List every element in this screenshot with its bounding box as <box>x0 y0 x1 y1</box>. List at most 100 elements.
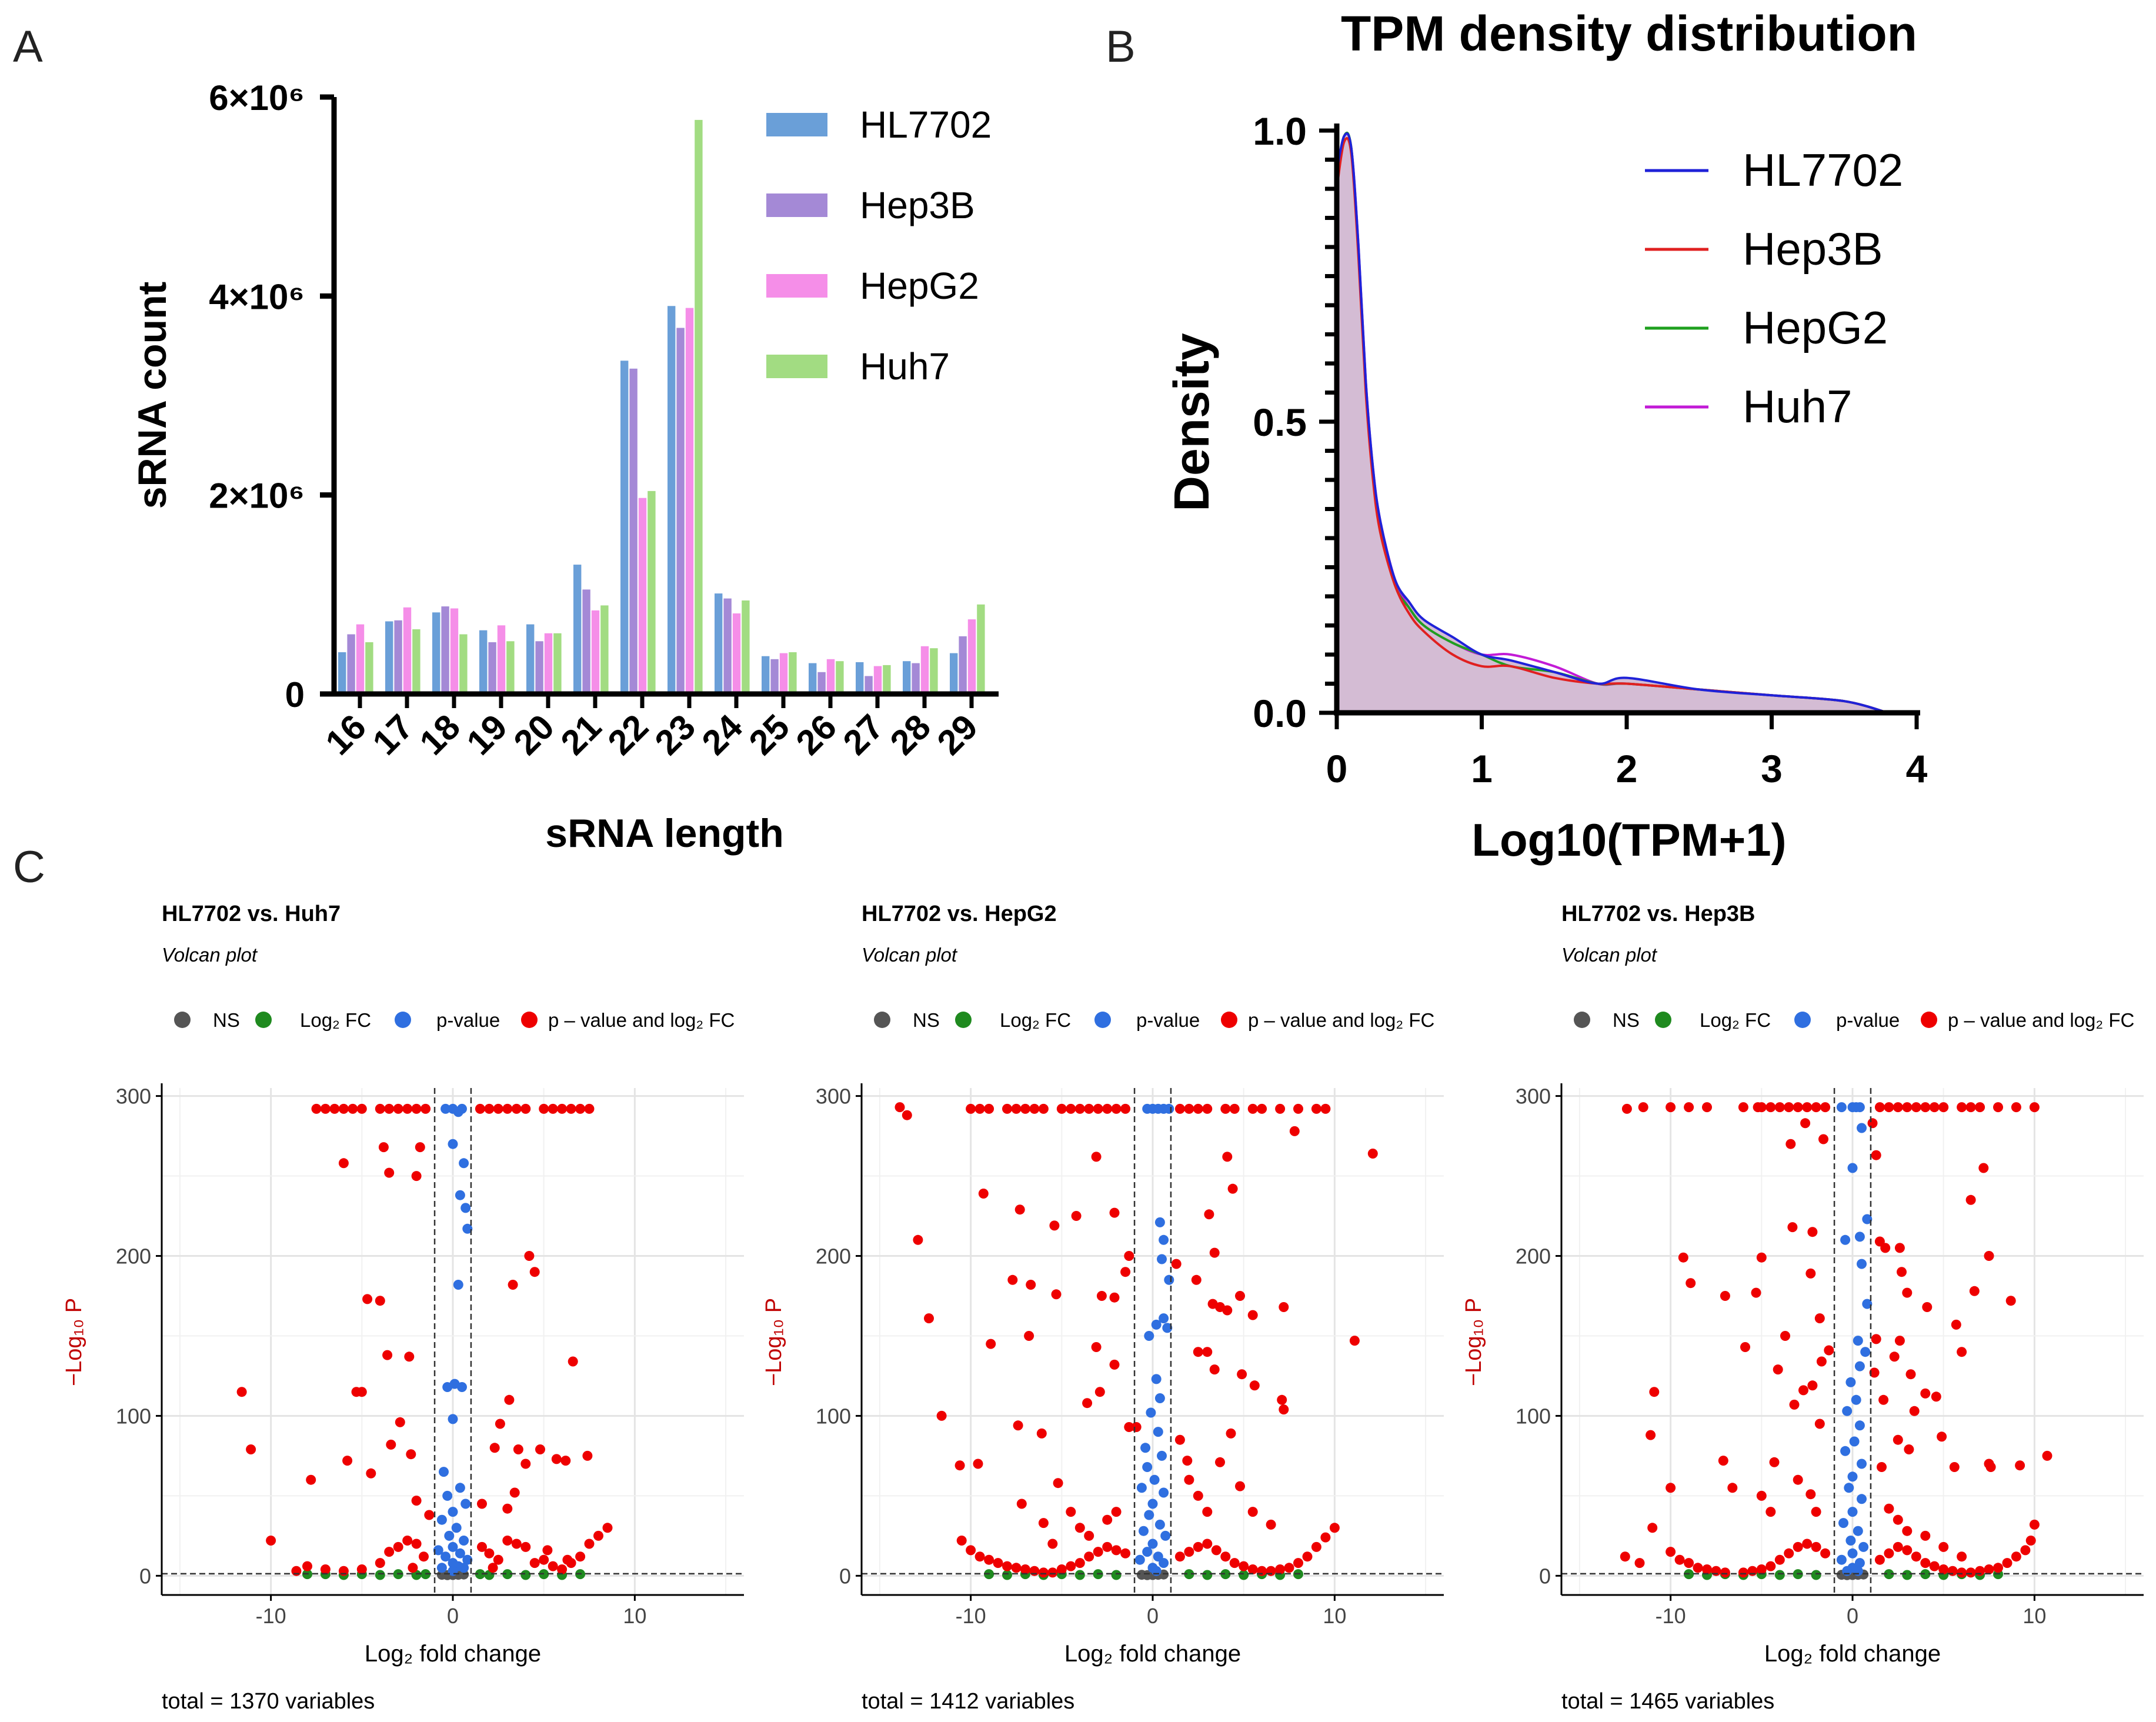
volcano-point-both <box>582 1450 593 1461</box>
legend-label-HL7702: HL7702 <box>860 104 992 146</box>
volcano-point-both <box>2029 1519 2040 1530</box>
volcano-point-both <box>1102 1514 1113 1525</box>
volcano-point-both <box>1293 1103 1303 1114</box>
volcano-point-pval <box>460 1499 471 1509</box>
volcano-point-pval <box>1134 1554 1145 1565</box>
volcano-point-both <box>593 1530 603 1541</box>
volcano-point-both <box>1249 1380 1260 1391</box>
volcano-point-both <box>1929 1561 1940 1571</box>
volcano-point-both <box>302 1561 312 1571</box>
volcano-point-both <box>484 1103 495 1114</box>
volcano-point-both <box>973 1459 983 1469</box>
volcano-caption: total = 1412 variables <box>862 1689 1074 1714</box>
volcano-point-both <box>1780 1331 1790 1341</box>
volcano-point-both <box>1016 1499 1027 1509</box>
volcano-point-both <box>495 1419 505 1429</box>
volcano-point-both <box>1056 1103 1067 1114</box>
volcano-point-both <box>504 1394 515 1405</box>
volcano-point-pval <box>1847 1163 1858 1173</box>
volcano-point-pval <box>1840 1446 1851 1456</box>
volcano-title: HL7702 vs. Huh7 <box>162 902 341 926</box>
volcano-point-both <box>913 1234 923 1245</box>
volcano-point-both <box>509 1487 520 1498</box>
volcano-point-both <box>1247 1564 1258 1574</box>
volcano-point-both <box>1878 1394 1889 1405</box>
volcano-point-pval <box>1857 1459 1867 1469</box>
volcano-point-both <box>420 1103 431 1114</box>
volcano-point-pval <box>1146 1407 1156 1418</box>
volcano-title: HL7702 vs. Hep3B <box>1561 902 1755 926</box>
volcano-point-pval <box>1164 1274 1174 1285</box>
volcano-point-pval <box>459 1158 469 1169</box>
volcano-point-both <box>1191 1274 1202 1285</box>
bar-HepG2-21 <box>591 610 600 694</box>
volcano-point-both <box>1802 1102 1813 1113</box>
volcano-point-both <box>1765 1507 1776 1517</box>
volcano-x-title: Log₂ fold change <box>1064 1641 1241 1667</box>
volcano-point-pval <box>1139 1526 1149 1536</box>
volcano-point-both <box>1277 1394 1287 1405</box>
volcano-point-pval <box>451 1523 462 1533</box>
volcano-point-both <box>1038 1103 1049 1114</box>
volcano-point-both <box>974 1551 985 1562</box>
volcano-point-pval <box>1162 1323 1173 1333</box>
volcano-point-both <box>1889 1351 1900 1362</box>
volcano-subtitle: Volcan plot <box>862 944 958 966</box>
volcano-point-both <box>1209 1364 1220 1375</box>
volcano-point-pval <box>459 1563 469 1573</box>
volcano-legend-label-both: p – value and log₂ FC <box>1248 1009 1434 1031</box>
volcano-point-both <box>338 1566 349 1576</box>
volcano-point-both <box>1649 1387 1660 1397</box>
volcano-y-title: −Log₁₀ P <box>762 1298 786 1386</box>
volcano-point-both <box>1902 1526 1913 1536</box>
volcano-point-both <box>306 1474 316 1485</box>
volcano-point-both <box>1279 1404 1289 1415</box>
volcano-point-both <box>1222 1152 1233 1162</box>
volcano-point-both <box>1047 1539 1058 1549</box>
volcano-point-both <box>1235 1291 1245 1301</box>
volcano-point-both <box>1131 1422 1142 1432</box>
volcano-point-both <box>1235 1481 1245 1491</box>
bar-HL7702-23 <box>668 306 676 695</box>
volcano-point-pval <box>1845 1377 1856 1387</box>
volcano-point-pval <box>442 1382 453 1392</box>
volcano-point-both <box>966 1103 976 1114</box>
volcano-point-pval <box>436 1563 447 1573</box>
volcano-point-both <box>1922 1302 1933 1312</box>
density-chart-x-ticks: 0 1 2 3 4 <box>1326 713 1928 790</box>
volcano-point-pval <box>1142 1103 1153 1114</box>
volcano-point-both <box>1978 1163 1989 1173</box>
volcano-y-tick-label: 200 <box>1516 1244 1551 1269</box>
volcano-point-both <box>1666 1483 1676 1493</box>
volcano-point-both <box>1102 1541 1113 1552</box>
bar-Huh7-27 <box>883 665 891 694</box>
volcano-point-both <box>1174 1434 1185 1445</box>
density-x-tick-label: 3 <box>1761 747 1783 790</box>
volcano-point-both <box>1320 1103 1331 1114</box>
volcano-point-both <box>266 1536 276 1546</box>
bar-Hep3B-18 <box>441 606 449 694</box>
bar-Huh7-25 <box>789 652 797 694</box>
volcano-point-pval <box>455 1483 465 1493</box>
volcano-x-tick-label: -10 <box>956 1604 986 1628</box>
volcano-point-pval <box>1860 1347 1871 1357</box>
volcano-point-both <box>1051 1289 1062 1300</box>
volcano-point-pval <box>1142 1547 1153 1557</box>
volcano-point-both <box>1784 1548 1794 1559</box>
bar-HL7702-26 <box>809 663 817 694</box>
volcano-point-pval <box>1149 1474 1160 1485</box>
volcano-subtitle: Volcan plot <box>162 944 258 966</box>
volcano-x-tick-label: 0 <box>1147 1604 1159 1628</box>
volcano-subtitle: Volcan plot <box>1561 944 1658 966</box>
volcano-point-both <box>1193 1103 1203 1114</box>
volcano-x-tick-label: 10 <box>1323 1604 1346 1628</box>
volcano-point-both <box>1109 1292 1120 1303</box>
volcano-legend-dot-ns <box>174 1012 191 1028</box>
volcano-point-both <box>1751 1287 1761 1298</box>
volcano-point-both <box>1800 1118 1811 1129</box>
volcano-point-both <box>568 1356 578 1367</box>
volcano-point-both <box>1871 1150 1881 1160</box>
bar-Hep3B-29 <box>959 636 967 694</box>
volcano-point-both <box>1002 1103 1012 1114</box>
volcano-point-both <box>475 1103 485 1114</box>
